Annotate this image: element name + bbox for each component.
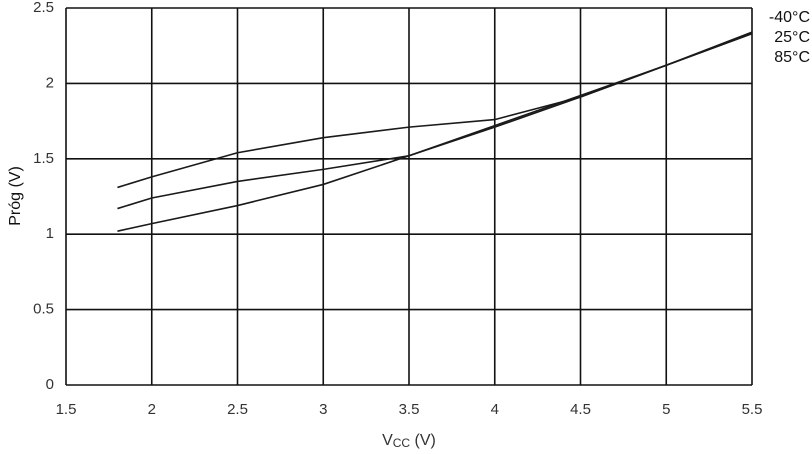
y-tick-label: 0.5 <box>33 301 54 318</box>
legend-label: -40°C <box>769 9 810 26</box>
y-tick-label: 1 <box>46 225 54 242</box>
y-tick-label: 1.5 <box>33 150 54 167</box>
y-axis-title: Próg (V) <box>7 166 24 226</box>
x-tick-label: 4 <box>491 401 499 418</box>
series-line <box>117 32 753 210</box>
x-axis-title: VCC (V) <box>382 432 436 450</box>
x-tick-label: 5.5 <box>742 401 763 418</box>
y-tick-label: 2.5 <box>33 0 54 16</box>
legend: -40°C 25°C 85°C <box>769 9 810 66</box>
x-axis-title-sub: CC <box>393 436 411 450</box>
x-tick-label: 1.5 <box>56 401 77 418</box>
series-line <box>117 31 753 189</box>
legend-label: 25°C <box>774 29 810 46</box>
x-tick-label: 5 <box>662 401 670 418</box>
y-tick-label: 0 <box>46 376 54 393</box>
y-tick-label: 2 <box>46 74 54 91</box>
legend-label: 85°C <box>774 49 810 66</box>
x-tick-label: 2.5 <box>227 401 248 418</box>
x-tick-label: 3 <box>319 401 327 418</box>
x-tick-label: 4.5 <box>570 401 591 418</box>
x-tick-label: 3.5 <box>399 401 420 418</box>
x-axis-title-rest: (V) <box>410 432 436 449</box>
series-line <box>117 32 753 232</box>
x-axis-title-main: V <box>382 432 393 449</box>
x-tick-label: 2 <box>148 401 156 418</box>
